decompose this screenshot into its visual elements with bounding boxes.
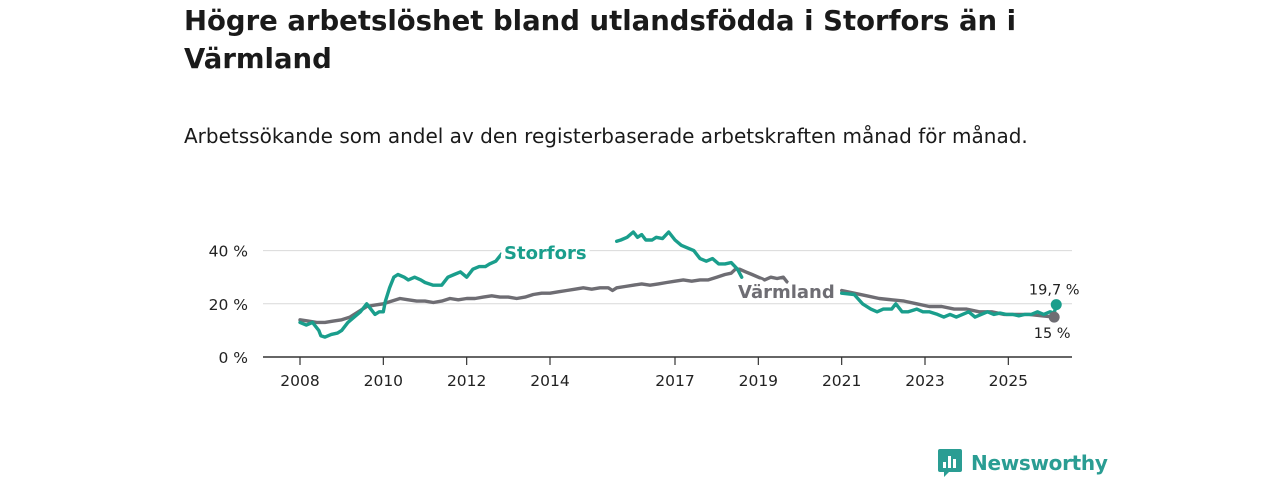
newsworthy-logo-icon bbox=[938, 449, 962, 477]
series-lines bbox=[298, 230, 1062, 339]
varmland-end-marker bbox=[1048, 311, 1060, 323]
x-tick-label: 2010 bbox=[364, 372, 403, 390]
x-tick-label: 2019 bbox=[739, 372, 778, 390]
varmland-series-label: Värmland bbox=[738, 282, 835, 303]
y-tick-label: 40 % bbox=[209, 243, 248, 261]
brand-logo: Newsworthy bbox=[937, 448, 1108, 478]
varmland-series-label-halo: Värmland bbox=[738, 282, 835, 303]
gridlines bbox=[263, 250, 1072, 305]
storfors-line bbox=[615, 230, 744, 279]
x-tick-label: 2012 bbox=[447, 372, 486, 390]
storfors-end-value-label: 19,7 % bbox=[1029, 283, 1080, 299]
storfors-line bbox=[840, 291, 1058, 319]
storfors-series-label: Storfors bbox=[504, 243, 587, 264]
x-axis: 2008 2010 2012 2014 2017 2019 2021 2023 2025 bbox=[263, 356, 1072, 390]
y-tick-label: 0 % bbox=[218, 349, 248, 367]
x-tick-label: 2017 bbox=[655, 372, 694, 390]
x-tick-label: 2008 bbox=[280, 372, 319, 390]
y-axis-ticks: 0 % 20 % 40 % bbox=[209, 243, 248, 367]
brand-name: Newsworthy bbox=[971, 451, 1108, 475]
x-tick-label: 2014 bbox=[530, 372, 569, 390]
x-tick-label: 2025 bbox=[989, 372, 1028, 390]
y-tick-label: 20 % bbox=[209, 296, 248, 314]
storfors-end-marker bbox=[1050, 299, 1062, 311]
storfors-series-label-halo: Storfors bbox=[504, 243, 587, 264]
x-tick-label: 2021 bbox=[822, 372, 861, 390]
chart-subtitle: Arbetssökande som andel av den registerb… bbox=[184, 124, 1028, 148]
varmland-end-value-label: 15 % bbox=[1034, 326, 1071, 342]
x-tick-label: 2023 bbox=[905, 372, 944, 390]
chart-title: Högre arbetslöshet bland utlandsfödda i … bbox=[184, 5, 1017, 75]
storfors-line bbox=[298, 248, 540, 339]
